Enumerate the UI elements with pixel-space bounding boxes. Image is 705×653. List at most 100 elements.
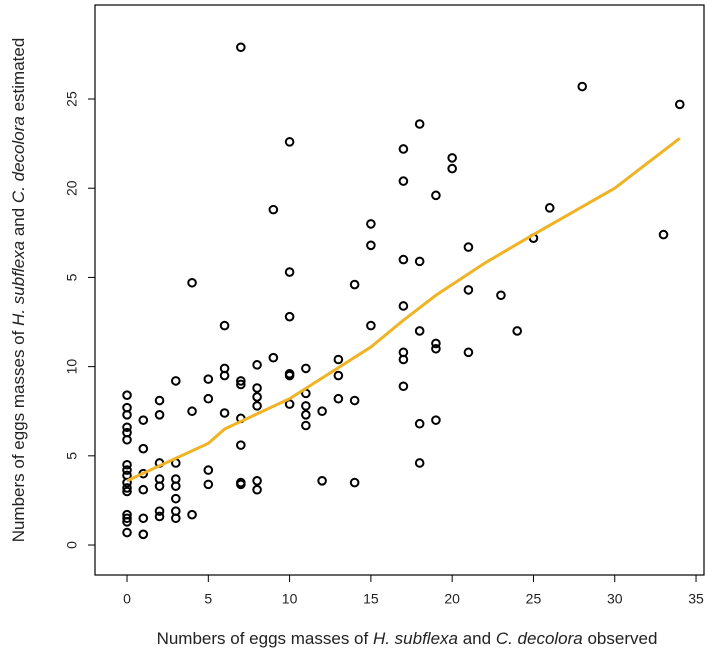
point bbox=[398, 381, 409, 392]
point bbox=[414, 119, 425, 129]
label-part: C. decolora bbox=[496, 629, 583, 648]
point bbox=[317, 476, 327, 486]
point bbox=[398, 176, 409, 186]
point bbox=[366, 219, 376, 229]
point bbox=[398, 254, 409, 265]
point bbox=[431, 415, 441, 425]
point bbox=[544, 203, 555, 213]
point bbox=[301, 420, 311, 431]
point bbox=[674, 99, 685, 110]
point bbox=[252, 392, 262, 402]
point bbox=[203, 393, 214, 404]
x-tick-label: 15 bbox=[363, 591, 379, 607]
point bbox=[252, 476, 262, 486]
point bbox=[333, 370, 344, 381]
point bbox=[138, 443, 149, 454]
point bbox=[138, 513, 149, 524]
x-tick-label: 35 bbox=[688, 591, 704, 607]
x-tick-label: 25 bbox=[526, 591, 542, 607]
point bbox=[187, 277, 197, 288]
point bbox=[349, 279, 360, 290]
point bbox=[431, 190, 441, 201]
label-part: H. subflexa bbox=[373, 629, 458, 648]
point bbox=[138, 484, 149, 495]
point bbox=[138, 529, 149, 540]
point bbox=[122, 527, 132, 538]
point bbox=[122, 459, 132, 470]
point bbox=[170, 513, 181, 524]
point bbox=[154, 506, 165, 516]
y-tick-label: 10 bbox=[64, 359, 80, 375]
point bbox=[122, 486, 132, 497]
point bbox=[122, 517, 132, 527]
x-tick-label: 20 bbox=[444, 591, 460, 607]
point bbox=[301, 409, 311, 420]
point bbox=[170, 493, 181, 504]
point bbox=[366, 240, 376, 251]
point bbox=[138, 415, 149, 425]
x-axis-label: Numbers of eggs masses of H. subflexa an… bbox=[157, 629, 658, 648]
label-part: estimated bbox=[9, 38, 28, 116]
point bbox=[122, 422, 132, 433]
point bbox=[170, 481, 181, 491]
point bbox=[122, 477, 132, 488]
label-part: Numbers of eggs masses of bbox=[157, 629, 373, 648]
point bbox=[154, 395, 165, 406]
point bbox=[284, 311, 295, 322]
point bbox=[447, 163, 457, 174]
point bbox=[236, 42, 246, 53]
point bbox=[301, 363, 311, 374]
x-tick-label: 10 bbox=[282, 591, 298, 607]
label-part: C. decolora bbox=[9, 116, 28, 203]
point bbox=[187, 509, 197, 520]
point bbox=[268, 204, 279, 215]
point bbox=[252, 401, 262, 411]
point bbox=[187, 406, 197, 417]
point bbox=[317, 406, 327, 417]
point bbox=[203, 479, 214, 490]
y-axis-label: Numbers of eggs masses of H. subflexa an… bbox=[9, 38, 28, 543]
point bbox=[398, 354, 409, 365]
point bbox=[398, 144, 409, 154]
point bbox=[431, 343, 441, 354]
point bbox=[122, 465, 132, 475]
point bbox=[463, 285, 474, 295]
point bbox=[414, 256, 425, 267]
point bbox=[301, 401, 311, 411]
y-tick-label: 0 bbox=[64, 541, 80, 549]
label-part: and bbox=[9, 203, 28, 241]
point bbox=[333, 354, 344, 365]
point bbox=[203, 465, 214, 475]
point bbox=[122, 409, 132, 420]
point bbox=[431, 338, 441, 349]
point bbox=[398, 301, 409, 311]
label-part: Numbers of eggs masses of bbox=[9, 326, 28, 542]
point bbox=[203, 374, 214, 384]
point bbox=[236, 440, 246, 450]
plot-frame bbox=[94, 4, 705, 576]
point bbox=[122, 513, 132, 524]
point bbox=[447, 153, 457, 163]
point bbox=[658, 229, 669, 240]
point bbox=[252, 484, 262, 495]
point bbox=[496, 290, 506, 301]
y-tick-label: 5 bbox=[64, 273, 80, 281]
point bbox=[349, 395, 360, 406]
point bbox=[236, 376, 246, 386]
point bbox=[170, 376, 181, 386]
x-tick-label: 5 bbox=[204, 591, 212, 607]
x-tick-label: 0 bbox=[123, 591, 131, 607]
point bbox=[463, 242, 474, 252]
point bbox=[154, 409, 165, 420]
point bbox=[236, 379, 246, 390]
y-tick-label: 5 bbox=[64, 452, 80, 460]
point bbox=[284, 267, 295, 277]
point bbox=[414, 418, 425, 429]
point bbox=[349, 477, 360, 488]
label-part: H. subflexa bbox=[9, 241, 28, 326]
point bbox=[268, 352, 279, 363]
point bbox=[284, 370, 295, 381]
point bbox=[154, 511, 165, 522]
point bbox=[333, 393, 344, 404]
